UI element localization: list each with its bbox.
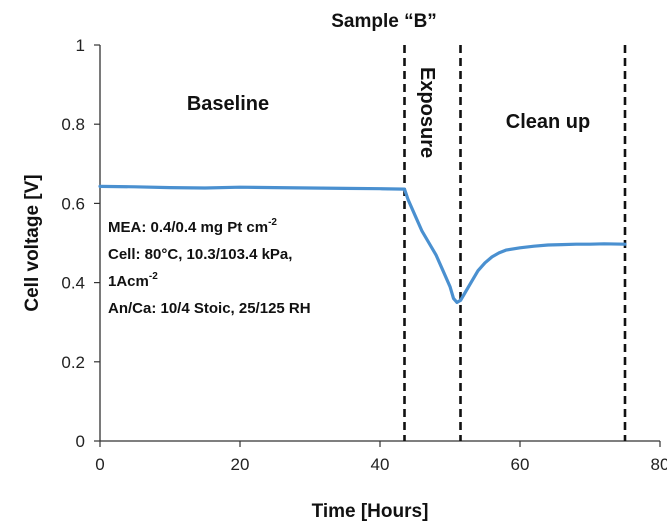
annotation-mea-sup: -2	[268, 217, 277, 228]
chart-title: Sample “B”	[331, 11, 437, 32]
y-tick-label: 0.6	[61, 194, 85, 213]
series-layer	[98, 184, 627, 304]
region-label-exposure: Exposure	[416, 67, 438, 158]
plot-area: 0 20 40 60 80 0 0.2 0.4 0.6 0.8 1	[61, 36, 667, 474]
x-tick-label: 40	[371, 455, 390, 474]
region-label-baseline: Baseline	[187, 93, 269, 115]
x-tick-label: 80	[651, 455, 667, 474]
x-axis-title: Time [Hours]	[312, 501, 429, 522]
y-tick-label: 1	[76, 36, 85, 55]
x-tick-label: 0	[95, 455, 104, 474]
annotation-current: 1Acm-2	[108, 271, 158, 290]
annotation-mea: MEA: 0.4/0.4 mg Pt cm-2	[108, 217, 277, 236]
x-ticks: 0 20 40 60 80	[95, 441, 667, 474]
annotation-cell: Cell: 80°C, 10.3/103.4 kPa,	[108, 246, 292, 263]
y-ticks: 0 0.2 0.4 0.6 0.8 1	[61, 36, 100, 451]
x-tick-label: 60	[511, 455, 530, 474]
annotation-mea-text: MEA: 0.4/0.4 mg Pt cm	[108, 219, 268, 236]
annotation-current-sup: -2	[149, 271, 158, 282]
y-tick-label: 0	[76, 432, 85, 451]
y-tick-label: 0.2	[61, 353, 85, 372]
annotation-stoic: An/Ca: 10/4 Stoic, 25/125 RH	[108, 300, 311, 317]
annotation-current-text: 1Acm	[108, 273, 149, 290]
series-line	[98, 184, 627, 304]
y-tick-label: 0.4	[61, 274, 85, 293]
region-label-clean-up: Clean up	[506, 111, 590, 133]
test-conditions-annotation: MEA: 0.4/0.4 mg Pt cm-2 Cell: 80°C, 10.3…	[108, 217, 311, 317]
y-tick-label: 0.8	[61, 115, 85, 134]
y-axis-title: Cell voltage [V]	[22, 174, 43, 311]
x-tick-label: 20	[231, 455, 250, 474]
